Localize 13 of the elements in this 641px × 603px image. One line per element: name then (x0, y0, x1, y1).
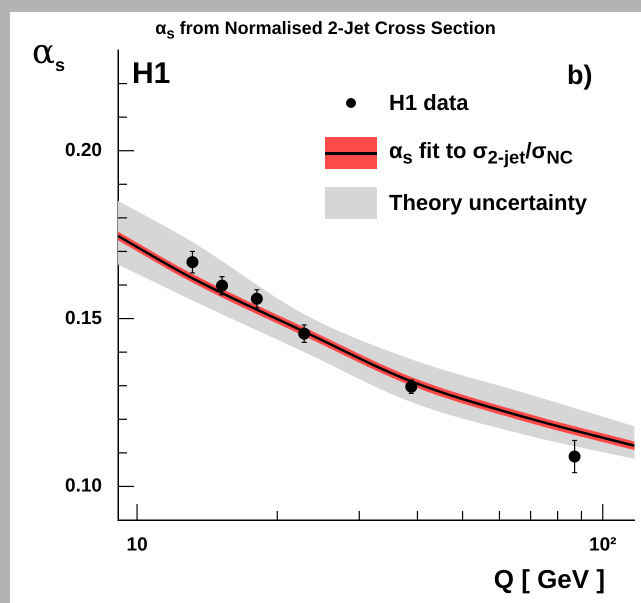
y-axis-title: α$_{s}$ (32, 32, 65, 76)
legend-label: Theory uncertainty (389, 190, 588, 216)
y-tick-label: 0.10 (65, 476, 102, 497)
legend-label: H1 data (389, 90, 468, 116)
chart-title: α$_{s}$ from Normalised 2-Jet Cross Section (155, 18, 496, 43)
annotation: H1 (132, 57, 170, 91)
x-axis-title: Q [ GeV ] (494, 564, 605, 595)
y-tick-label: 0.20 (65, 140, 102, 161)
x-tick-label: 10 (126, 534, 148, 556)
legend-label: α$_{s}$ fit to σ$_{2-jet}$/σ$_{NC}$ (389, 138, 573, 168)
x-tick-label: 10² (589, 534, 616, 556)
y-tick-label: 0.15 (65, 308, 102, 329)
annotation: b) (567, 60, 592, 91)
